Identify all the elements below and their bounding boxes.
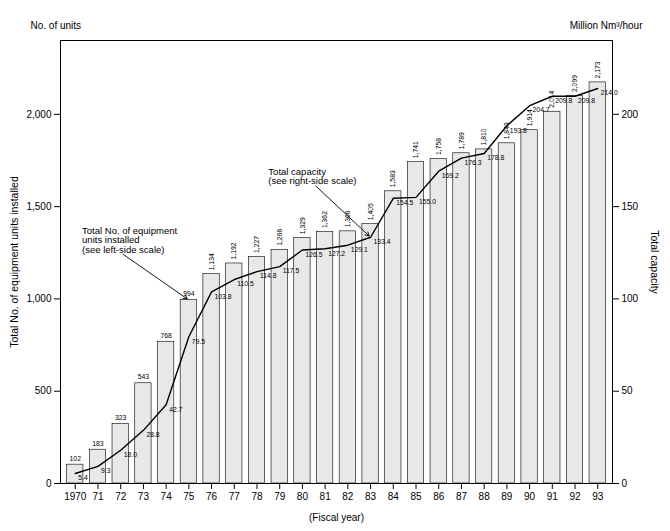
svg-text:1,500: 1,500: [26, 201, 51, 212]
svg-text:1,329: 1,329: [299, 217, 306, 234]
svg-text:88: 88: [479, 491, 491, 502]
svg-text:1,192: 1,192: [230, 242, 237, 259]
svg-text:28.8: 28.8: [146, 431, 159, 438]
svg-text:79: 79: [274, 491, 286, 502]
svg-text:768: 768: [160, 332, 172, 339]
svg-text:87: 87: [456, 491, 468, 502]
svg-text:91: 91: [547, 491, 559, 502]
svg-text:1,789: 1,789: [458, 132, 465, 149]
svg-text:150: 150: [622, 201, 639, 212]
svg-text:5.4: 5.4: [78, 474, 88, 481]
svg-text:200: 200: [622, 109, 639, 120]
svg-text:76: 76: [206, 491, 218, 502]
svg-text:No. of units: No. of units: [31, 20, 82, 31]
svg-text:169.2: 169.2: [442, 172, 459, 179]
svg-text:2,014: 2,014: [548, 90, 556, 108]
svg-text:543: 543: [138, 373, 150, 380]
svg-text:154.5: 154.5: [396, 199, 413, 206]
svg-text:1,405: 1,405: [367, 203, 374, 220]
svg-text:2,099: 2,099: [571, 75, 578, 92]
svg-text:1,134: 1,134: [208, 253, 215, 270]
svg-text:85: 85: [410, 491, 422, 502]
svg-text:72: 72: [115, 491, 127, 502]
svg-text:1,266: 1,266: [276, 229, 283, 246]
svg-text:78: 78: [251, 491, 263, 502]
svg-text:994: 994: [183, 290, 195, 297]
svg-text:0: 0: [622, 478, 628, 489]
svg-text:1,843: 1,843: [503, 122, 510, 140]
svg-text:89: 89: [501, 491, 513, 502]
svg-text:1,758: 1,758: [435, 138, 442, 155]
svg-text:1,810: 1,810: [480, 128, 487, 145]
svg-text:86: 86: [433, 491, 445, 502]
svg-text:93: 93: [592, 491, 604, 502]
svg-text:1,366: 1,366: [344, 210, 351, 227]
svg-text:193.8: 193.8: [510, 127, 527, 134]
svg-text:102: 102: [70, 455, 82, 462]
svg-text:214.0: 214.0: [601, 89, 618, 96]
svg-text:129.1: 129.1: [351, 246, 368, 253]
svg-text:(Fiscal year): (Fiscal year): [309, 512, 364, 523]
svg-text:83: 83: [365, 491, 377, 502]
svg-text:81: 81: [320, 491, 332, 502]
svg-text:0: 0: [46, 478, 52, 489]
svg-text:1,741: 1,741: [412, 141, 419, 158]
svg-text:209.8: 209.8: [578, 97, 595, 104]
svg-text:Total capacity(see right-side: Total capacity(see right-side scale): [268, 166, 356, 187]
svg-text:84: 84: [388, 491, 400, 502]
svg-text:110.5: 110.5: [237, 280, 254, 287]
svg-text:Total No. of equipment units i: Total No. of equipment units installed: [8, 176, 20, 348]
svg-text:92: 92: [569, 491, 581, 502]
svg-text:42.7: 42.7: [169, 406, 182, 413]
svg-text:Total No. of equipmentunits in: Total No. of equipmentunits installed(se…: [82, 225, 177, 255]
svg-text:103.8: 103.8: [215, 293, 232, 300]
svg-text:79.5: 79.5: [192, 338, 205, 345]
svg-text:1,227: 1,227: [253, 236, 260, 253]
svg-text:2,173: 2,173: [594, 61, 601, 78]
svg-text:73: 73: [138, 491, 150, 502]
svg-text:Million Nm³/hour: Million Nm³/hour: [570, 20, 643, 31]
svg-text:155.0: 155.0: [419, 198, 436, 205]
svg-text:71: 71: [92, 491, 104, 502]
svg-text:1970: 1970: [64, 491, 87, 502]
svg-text:500: 500: [35, 385, 52, 396]
svg-text:178.8: 178.8: [487, 154, 504, 161]
svg-text:204.7: 204.7: [533, 106, 550, 113]
svg-text:117.5: 117.5: [283, 267, 300, 274]
svg-text:114.8: 114.8: [260, 272, 277, 279]
svg-text:1,000: 1,000: [26, 293, 51, 304]
svg-text:100: 100: [622, 293, 639, 304]
svg-text:9.3: 9.3: [101, 467, 111, 474]
svg-text:75: 75: [183, 491, 195, 502]
svg-text:82: 82: [342, 491, 354, 502]
svg-text:80: 80: [297, 491, 309, 502]
svg-text:90: 90: [524, 491, 536, 502]
svg-text:209.8: 209.8: [555, 97, 572, 104]
svg-text:1,583: 1,583: [389, 170, 396, 187]
svg-text:77: 77: [229, 491, 241, 502]
svg-text:126.5: 126.5: [305, 251, 322, 258]
svg-text:2,000: 2,000: [26, 109, 51, 120]
svg-text:133.4: 133.4: [374, 238, 391, 245]
svg-text:323: 323: [115, 414, 127, 421]
svg-text:1,362: 1,362: [321, 211, 328, 228]
svg-text:74: 74: [161, 491, 173, 502]
svg-text:183: 183: [92, 440, 104, 447]
svg-text:1,914: 1,914: [525, 109, 533, 127]
svg-text:18.0: 18.0: [124, 451, 137, 458]
svg-text:176.3: 176.3: [464, 159, 481, 166]
svg-text:127.2: 127.2: [328, 250, 345, 257]
svg-text:50: 50: [622, 385, 634, 396]
svg-text:Total capacity: Total capacity: [649, 230, 661, 294]
